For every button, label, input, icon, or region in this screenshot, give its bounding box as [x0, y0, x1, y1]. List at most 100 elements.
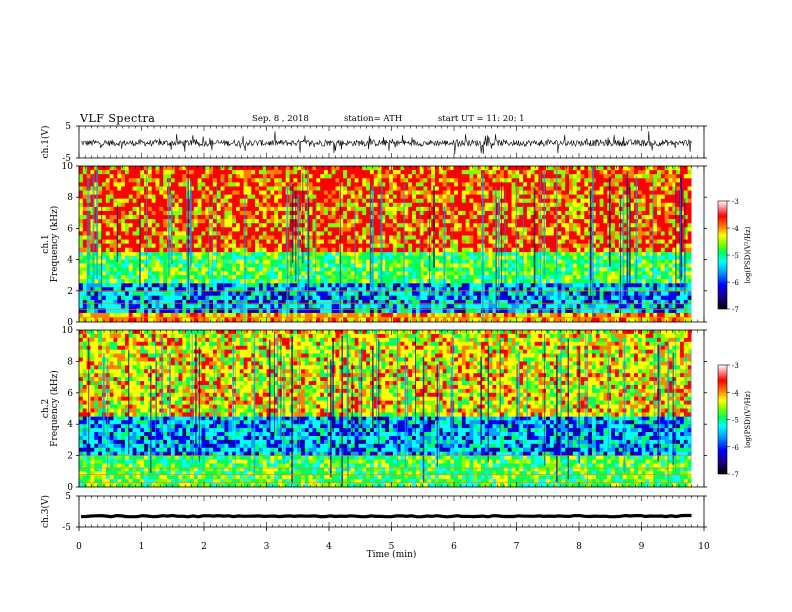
ch1-spectrogram-cell: [412, 215, 417, 220]
ch1-spectrogram-cell: [163, 271, 168, 276]
ch1-spectrogram-cell: [301, 275, 306, 280]
ch1-spectrogram-cell: [611, 295, 616, 301]
ch1-spectrogram-cell: [339, 227, 344, 232]
ch1-spectrogram-cell: [98, 299, 103, 305]
ch1-spectrogram-cell: [98, 186, 103, 191]
ch1-spectrogram-cell: [446, 239, 451, 244]
ch1-spectrogram-cell: [312, 202, 317, 208]
ch1-spectrogram-cell: [350, 215, 355, 220]
ch1-spectrogram-cell: [289, 271, 294, 276]
ch1-spectrogram-cell: [660, 279, 666, 284]
ch1-spectrogram-cell: [327, 275, 332, 280]
ch1-spectrogram-cell: [335, 215, 340, 220]
ch1-spectrogram-cell: [190, 267, 195, 272]
ch1-spectrogram-cell: [465, 194, 470, 199]
ch1-spectrogram-cell: [603, 251, 608, 256]
ch1-spectrogram-cell: [415, 312, 421, 318]
ch1-spectrogram-cell: [174, 219, 179, 224]
ch1-spectrogram-cell: [312, 308, 317, 313]
ch1-spectrogram-cell: [258, 186, 264, 191]
ch1-spectrogram-cell: [565, 317, 570, 323]
ch1-spectrogram-cell: [258, 283, 264, 288]
ch1-spectrogram-cell: [121, 251, 126, 256]
ch1-spectrogram-cell: [90, 190, 95, 195]
ch1-spectrogram-cell: [362, 263, 367, 268]
ch1-spectrogram-cell: [258, 194, 264, 199]
ch1-spectrogram-cell: [243, 182, 248, 187]
ch1-spectrogram-cell: [216, 247, 221, 253]
ch1-spectrogram-cell: [163, 255, 168, 260]
ch1-spectrogram-cell: [546, 255, 551, 260]
ch1-spectrogram-cell: [174, 287, 179, 292]
ch1-spectrogram-cell: [151, 174, 156, 179]
ch1-spectrogram-cell: [442, 166, 447, 171]
ch1-spectrogram-cell: [327, 227, 332, 232]
ch1-spectrogram-cell: [278, 210, 283, 216]
ch1-spectrogram-cell: [155, 166, 160, 171]
ch1-spectrogram-cell: [224, 263, 229, 268]
ch1-spectrogram-cell: [381, 202, 386, 208]
ch1-spectrogram-cell: [205, 219, 210, 224]
ch1-spectrogram-cell: [358, 219, 363, 224]
ch1-spectrogram-cell: [519, 291, 524, 296]
ch1-spectrogram-cell: [201, 308, 206, 313]
ch1-spectrogram-cell: [308, 243, 313, 249]
ch1-spectrogram-cell: [109, 283, 114, 288]
ch1-spectrogram-cell: [614, 279, 620, 284]
ch1-spectrogram-cell: [190, 219, 195, 224]
ch1-spectrogram-cell: [477, 174, 482, 179]
ch1-spectrogram-cell: [163, 304, 168, 309]
ch1-spectrogram-cell: [454, 304, 459, 309]
ch1-spectrogram-cell: [358, 299, 363, 305]
ch1-spectrogram-cell: [404, 223, 409, 228]
ch1-spectrogram-cell: [262, 279, 267, 284]
ch1-spectrogram-cell: [209, 312, 214, 318]
ch1-spectrogram-cell: [457, 178, 463, 183]
ch1-spectrogram-cell: [381, 215, 386, 220]
ch1-spectrogram-cell: [82, 166, 87, 171]
ch1-spectrogram-cell: [224, 215, 229, 220]
ch1-spectrogram-cell: [381, 304, 386, 309]
ch1-spectrogram-cell: [354, 178, 359, 183]
ch1-spectrogram-cell: [190, 251, 195, 256]
ch1-spectrogram-cell: [664, 299, 669, 305]
ch1-spectrogram-cell: [546, 283, 551, 288]
ch1-spectrogram-cell: [683, 287, 688, 292]
ch1-spectrogram-cell: [132, 255, 137, 260]
ch1-spectrogram-cell: [163, 227, 168, 232]
ch1-spectrogram-cell: [358, 259, 363, 264]
ch1-spectrogram-cell: [167, 308, 172, 313]
ch1-spectrogram-cell: [488, 198, 493, 204]
ch1-spectrogram-cell: [584, 312, 589, 318]
ch1-spectrogram-cell: [232, 304, 237, 309]
ch1-spectrogram-cell: [274, 271, 279, 276]
ch1-spectrogram-heatmap: [79, 166, 692, 323]
ch1-spectrogram-cell: [389, 206, 394, 212]
ch1-spectrogram-cell: [408, 291, 413, 296]
ch1-spectrogram-cell: [354, 166, 359, 171]
ch1-spectrogram-cell: [438, 174, 443, 179]
ch1-spectrogram-cell: [190, 174, 195, 179]
ch1-spectrogram-cell: [327, 317, 332, 323]
ch1-spectrogram-cell: [109, 223, 114, 228]
ch1-spectrogram-cell: [599, 267, 604, 272]
ch1-spectrogram-cell: [247, 247, 252, 253]
ch1-spectrogram-cell: [676, 251, 681, 256]
ch1-spectrogram-cell: [366, 223, 371, 228]
ch1-spectrogram-cell: [672, 267, 677, 272]
ch1-spectrogram-cell: [197, 166, 202, 171]
ch1-spectrogram-cell: [576, 251, 581, 256]
ch1-spectrogram-cell: [461, 279, 466, 284]
ch1-spectrogram-cell: [408, 283, 413, 288]
ch1-spectrogram-cell: [362, 227, 367, 232]
ch1-spectrogram-cell: [289, 178, 294, 183]
ch1-spectrogram-cell: [477, 267, 482, 272]
ch1-spectrogram-cell: [553, 259, 558, 264]
ch1-spectrogram-cell: [174, 279, 179, 284]
ch1-spectrogram-cell: [385, 178, 390, 183]
ch1-spectrogram-cell: [117, 304, 122, 309]
ch1-spectrogram-cell: [132, 235, 137, 240]
ch1-spectrogram-cell: [312, 283, 317, 288]
ch1-spectrogram-cell: [155, 312, 160, 318]
ch1-spectrogram-cell: [178, 178, 183, 183]
